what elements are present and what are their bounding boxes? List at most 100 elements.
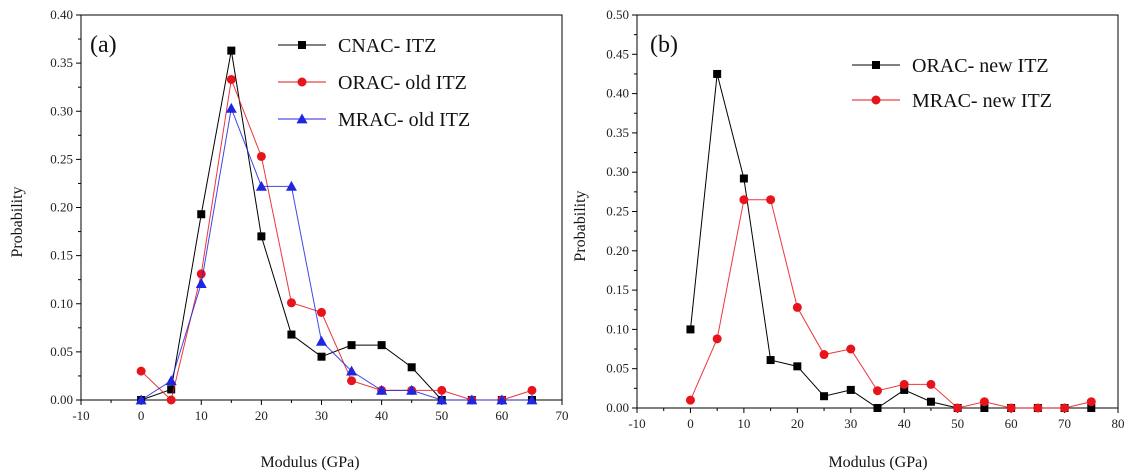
data-point-0-2 [316,335,327,346]
x-tick-label-0: 40 [375,408,388,423]
data-point-0-0 [167,385,176,394]
y-tick-label-1: 0.15 [606,282,629,297]
data-point-1-0 [900,385,909,394]
x-tick-label-1: 60 [1005,416,1018,431]
data-point-1-1 [953,403,963,413]
data-point-0-2 [165,375,177,386]
data-point-1-1 [792,302,802,312]
y-tick-label-1: 0.10 [606,321,629,336]
legend-marker-0-1 [297,77,307,87]
legend-label-1-1: MRAC- new ITZ [912,90,1052,112]
x-tick-label-0: -10 [72,408,89,423]
data-point-0-0 [317,352,326,361]
y-tick-label-1: 0.50 [606,7,629,22]
data-point-0-2 [436,394,448,405]
x-tick-label-1: 50 [951,416,964,431]
data-point-0-0 [257,232,266,241]
y-tick-label-1: 0.20 [606,243,629,258]
data-point-1-0 [686,325,695,334]
legend-label-1-0: ORAC- new ITZ [912,55,1049,77]
data-point-0-0 [347,341,356,350]
data-point-1-0 [766,356,775,365]
legend-marker-0-2 [296,113,308,124]
data-point-0-1 [286,298,296,308]
data-point-0-0 [287,330,296,339]
data-point-1-1 [873,386,882,396]
data-point-0-2 [225,102,237,113]
series-line-0-2 [140,106,532,401]
x-tick-label-1: -10 [628,416,645,431]
y-tick-label-1: 0.00 [606,400,629,415]
data-point-1-0 [739,174,748,183]
x-tick-label-1: 70 [1058,416,1071,431]
data-point-0-1 [136,366,146,376]
data-point-0-1 [437,385,447,395]
data-point-0-1 [347,376,357,386]
data-point-1-1 [685,395,695,405]
data-point-1-1 [1006,403,1016,413]
y-tick-label-1: 0.35 [606,125,629,140]
y-tick-label-0: 0.30 [50,103,73,118]
data-point-1-1 [819,350,829,360]
data-point-1-1 [846,344,856,354]
data-point-0-0 [377,341,386,350]
legend-label-0-1: ORAC- old ITZ [338,72,467,94]
series-line-1-0 [689,73,1092,409]
x-tick-label-0: 70 [556,408,569,423]
series-line-1-1 [689,199,1092,409]
y-tick-label-1: 0.25 [606,204,629,219]
data-point-1-0 [980,404,989,412]
x-tick-label-1: 20 [791,416,804,431]
data-point-1-1 [899,379,909,389]
y-tick-label-0: 0.00 [50,392,73,407]
data-point-1-0 [873,404,882,412]
y-tick-label-0: 0.40 [50,7,73,22]
data-point-1-0 [846,385,855,394]
x-tick-label-0: 0 [138,408,145,423]
data-point-0-2 [135,394,147,405]
legend-marker-0-0 [298,41,306,49]
y-tick-label-1: 0.40 [606,86,629,101]
x-tick-label-1: 80 [1112,416,1125,431]
x-tick-label-0: 20 [255,408,268,423]
data-point-1-0 [793,362,802,371]
data-point-1-0 [926,397,935,406]
data-point-0-2 [376,384,388,395]
data-point-0-2 [406,384,418,395]
legend-marker-1-0 [872,61,880,69]
y-axis-label-1: Probability [572,190,589,261]
x-tick-label-0: 30 [315,408,328,423]
data-point-0-1 [166,395,176,405]
data-point-1-1 [1060,403,1070,413]
data-point-0-2 [195,278,207,288]
data-point-1-1 [1086,397,1096,407]
data-point-0-0 [227,46,236,55]
data-point-0-0 [197,210,206,219]
data-point-0-2 [496,394,508,405]
series-line-0-1 [140,77,533,401]
panel-label-0: (a) [90,32,117,58]
data-point-0-1 [317,307,326,317]
y-tick-label-0: 0.05 [50,344,73,359]
x-tick-label-1: 10 [737,416,750,431]
data-point-0-2 [285,180,297,191]
data-point-1-1 [766,195,776,205]
legend-marker-1-1 [871,95,881,105]
data-point-0-2 [466,394,478,405]
data-point-1-1 [979,397,989,407]
data-point-0-1 [256,151,266,161]
x-tick-label-0: 50 [435,408,448,423]
y-tick-label-1: 0.05 [606,361,629,376]
x-tick-label-0: 10 [195,408,208,423]
x-tick-label-1: 40 [898,416,911,431]
x-tick-label-0: 60 [495,408,508,423]
y-tick-label-0: 0.35 [50,55,73,70]
y-tick-label-0: 0.10 [50,296,73,311]
x-tick-label-1: 30 [844,416,857,431]
data-point-1-1 [712,334,722,344]
data-point-1-0 [820,392,829,401]
y-tick-label-0: 0.20 [50,200,73,215]
legend-label-0-2: MRAC- old ITZ [338,109,470,131]
data-point-1-1 [926,379,936,389]
